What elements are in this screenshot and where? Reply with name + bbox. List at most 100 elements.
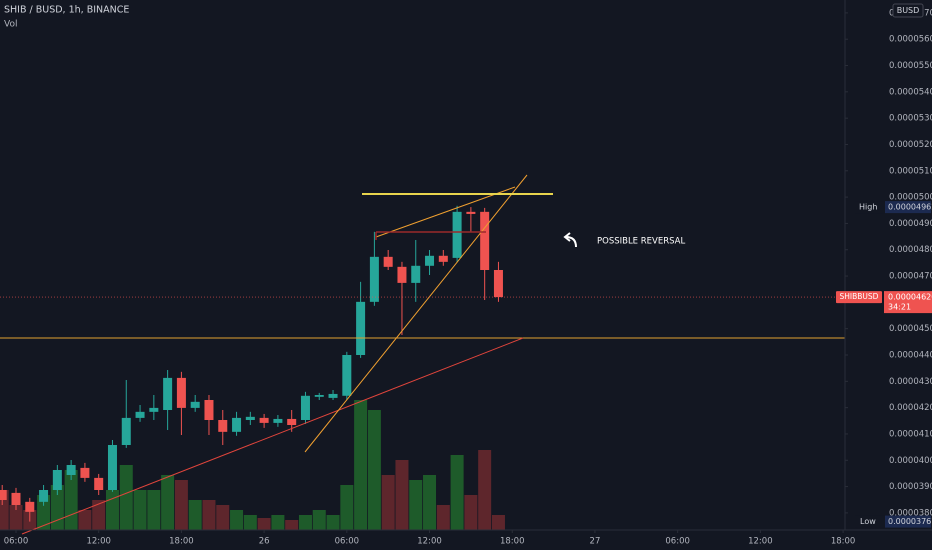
low-label: Low xyxy=(860,517,876,526)
candle-body xyxy=(232,417,242,432)
candle-body xyxy=(25,501,35,512)
high-label: High xyxy=(859,203,877,212)
x-tick-label: 26 xyxy=(259,537,270,547)
volume-bar xyxy=(340,485,354,530)
x-tick-label: 06:00 xyxy=(665,537,690,547)
x-tick-label: 18:00 xyxy=(831,537,856,547)
volume-bar xyxy=(450,455,464,530)
y-tick-label: 0.00004500 xyxy=(889,324,932,334)
wedge-lower xyxy=(304,174,528,453)
x-tick-label: 12:00 xyxy=(417,537,442,547)
candle-body xyxy=(259,417,269,423)
volume-bar xyxy=(464,495,478,530)
price-axis xyxy=(845,0,932,550)
x-tick-label: 27 xyxy=(590,537,601,547)
x-tick-label: 18:00 xyxy=(500,537,525,547)
annotation: POSSIBLE REVERSAL xyxy=(597,237,685,247)
y-tick-label: 0.00004700 xyxy=(889,272,932,282)
countdown: 34:21 xyxy=(888,303,911,312)
symbol-label: SHIBBUSD xyxy=(840,292,879,301)
y-tick-label: 0.00005400 xyxy=(889,87,932,97)
y-tick-label: 0.00004000 xyxy=(889,456,932,466)
volume-bar xyxy=(9,505,23,530)
candle-body xyxy=(11,492,21,505)
last-price: 0.00004620 xyxy=(888,293,932,302)
candle-body xyxy=(425,255,435,266)
volume-bar xyxy=(92,500,106,530)
last-price-box xyxy=(884,291,932,314)
volume-bar xyxy=(436,505,450,530)
candle-body xyxy=(342,355,352,396)
x-tick-label: 12:00 xyxy=(86,537,111,547)
y-tick-label: 0.00005100 xyxy=(889,166,932,176)
candle-body xyxy=(94,477,104,490)
volume-bar xyxy=(354,400,368,530)
candle-body xyxy=(300,395,310,420)
y-tick-label: 0.00004800 xyxy=(889,245,932,255)
volume-bar xyxy=(271,515,285,530)
high-value-box xyxy=(885,201,931,214)
candle-body xyxy=(466,211,476,214)
y-tick-label: 0.00005500 xyxy=(889,61,932,71)
low-value: 0.00003767 xyxy=(888,517,932,526)
volume-bar xyxy=(312,510,326,530)
wedge-upper xyxy=(375,186,516,238)
volume-bar xyxy=(478,450,492,530)
candle-body xyxy=(39,490,49,502)
volume-bar xyxy=(367,410,381,530)
y-tick-label: 0.00004400 xyxy=(889,351,932,361)
x-tick-label: 06:00 xyxy=(335,537,360,547)
candle-body xyxy=(397,266,407,283)
volume-bar xyxy=(202,500,216,530)
candle-body xyxy=(107,445,117,490)
high-value: 0.00004962 xyxy=(888,203,932,212)
trend-line xyxy=(21,337,524,535)
volume-bar xyxy=(381,475,395,530)
candle-body xyxy=(163,377,173,410)
candle-body xyxy=(52,470,62,490)
chart-title: SHIB / BUSD, 1h, BINANCE xyxy=(4,5,129,16)
volume-bar xyxy=(174,480,188,530)
volume-bar xyxy=(257,518,271,530)
candle-body xyxy=(411,265,421,283)
volume-bar xyxy=(395,460,409,530)
y-tick-label: 0.00004300 xyxy=(889,377,932,387)
currency: BUSD xyxy=(897,6,920,15)
candle-body xyxy=(121,417,131,445)
y-tick-label: 0.00003900 xyxy=(889,482,932,492)
volume-bar xyxy=(0,490,9,530)
candle-body xyxy=(0,490,7,500)
volume-bar xyxy=(64,470,78,530)
volume-bar xyxy=(147,490,161,530)
candle-body xyxy=(438,255,448,262)
volume-bar xyxy=(37,495,51,530)
y-tick-label: 0.00004900 xyxy=(889,219,932,229)
candle-body xyxy=(245,416,255,420)
low-value-box xyxy=(885,515,931,528)
y-tick-label: 0.00005300 xyxy=(889,114,932,124)
volume-label: Vol xyxy=(4,20,17,30)
candle-body xyxy=(480,211,490,270)
candle-body xyxy=(328,393,338,398)
y-tick-label: 0.00003800 xyxy=(889,508,932,518)
high-tag xyxy=(855,201,885,214)
candle-body xyxy=(493,270,503,298)
volume-bar xyxy=(230,510,244,530)
volume-bar xyxy=(105,490,119,530)
y-tick-label: 0.00005600 xyxy=(889,35,932,45)
symbol-tag xyxy=(836,291,882,304)
drawings: POSSIBLE REVERSAL xyxy=(0,174,845,535)
candle-body xyxy=(356,301,366,355)
volume-bar xyxy=(119,465,133,530)
candle-body xyxy=(204,400,214,420)
low-tag xyxy=(855,515,885,528)
y-tick-label: 0.00005200 xyxy=(889,140,932,150)
candle-body xyxy=(66,465,76,475)
volume-bar xyxy=(188,500,202,530)
candle-body xyxy=(190,401,200,408)
candle-body xyxy=(287,418,297,425)
x-tick-label: 18:00 xyxy=(169,537,194,547)
volume-bar xyxy=(133,490,147,530)
x-tick-label: 06:00 xyxy=(4,537,29,547)
